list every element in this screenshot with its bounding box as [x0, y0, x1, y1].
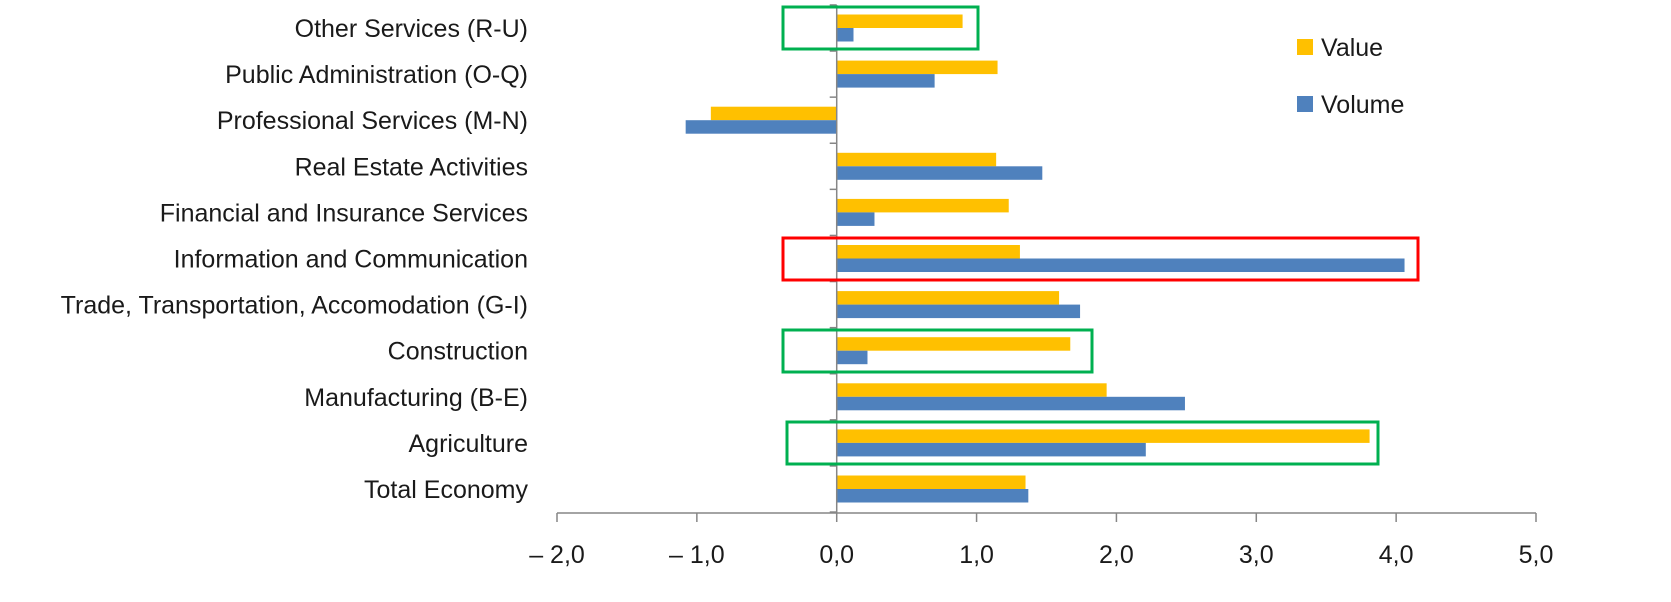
highlight-box-other-services-r-u [781, 5, 980, 51]
bar-volume-real-estate-activities [836, 166, 1043, 180]
bar-volume-information-and-communication [836, 258, 1405, 272]
bar-volume-manufacturing-b-e [836, 396, 1185, 411]
highlight-box-agriculture [785, 420, 1380, 466]
category-label-total-economy: Total Economy [364, 476, 528, 504]
bar-volume-financial-and-insurance-services [836, 212, 875, 226]
bar-volume-professional-services-m-n [685, 120, 837, 134]
bar-value-manufacturing-b-e [836, 383, 1107, 397]
bar-volume-agriculture [836, 442, 1146, 457]
x-tick-label: 0,0 [819, 541, 854, 569]
category-label-other-services-r-u: Other Services (R-U) [295, 15, 528, 43]
x-tick-label: – 1,0 [669, 541, 725, 569]
category-label-professional-services-m-n: Professional Services (M-N) [217, 107, 528, 135]
bar-value-real-estate-activities [836, 152, 997, 167]
x-tick-label: 3,0 [1239, 541, 1274, 569]
category-label-trade-transportation-accomodation-g-i: Trade, Transportation, Accomodation (G-I… [61, 292, 528, 320]
x-tick-label: 2,0 [1099, 541, 1134, 569]
bar-value-public-administration-o-q [836, 60, 998, 75]
legend-swatch-volume [1297, 96, 1313, 112]
highlight-box-information-and-communication [781, 236, 1420, 282]
bar-volume-trade-transportation-accomodation-g-i [836, 304, 1081, 319]
bar-value-trade-transportation-accomodation-g-i [836, 291, 1060, 305]
category-label-information-and-communication: Information and Communication [174, 246, 528, 274]
category-label-public-administration-o-q: Public Administration (O-Q) [225, 61, 528, 89]
category-label-agriculture: Agriculture [409, 430, 529, 458]
legend-swatch-value [1297, 39, 1313, 55]
x-tick-label: – 2,0 [529, 541, 585, 569]
bar-volume-public-administration-o-q [836, 74, 935, 88]
bar-volume-total-economy [836, 489, 1029, 503]
category-label-real-estate-activities: Real Estate Activities [295, 153, 528, 181]
bar-value-financial-and-insurance-services [836, 198, 1009, 213]
bar-value-professional-services-m-n [710, 106, 837, 121]
category-label-manufacturing-b-e: Manufacturing (B-E) [304, 384, 528, 412]
bar-value-total-economy [836, 475, 1026, 489]
category-label-construction: Construction [388, 338, 528, 366]
x-tick-label: 4,0 [1379, 541, 1414, 569]
bar-value-agriculture [836, 429, 1370, 443]
legend-label-value: Value [1321, 34, 1383, 62]
bar-volume-construction [836, 350, 868, 365]
x-tick-label: 1,0 [959, 541, 994, 569]
bar-volume-other-services-r-u [836, 28, 854, 42]
bar-value-construction [836, 337, 1071, 351]
x-tick-label: 5,0 [1519, 541, 1554, 569]
bar-value-information-and-communication [836, 245, 1020, 259]
category-label-financial-and-insurance-services: Financial and Insurance Services [160, 199, 528, 227]
legend-label-volume: Volume [1321, 91, 1404, 119]
bar-value-other-services-r-u [836, 14, 963, 28]
highlight-box-construction [781, 328, 1094, 374]
